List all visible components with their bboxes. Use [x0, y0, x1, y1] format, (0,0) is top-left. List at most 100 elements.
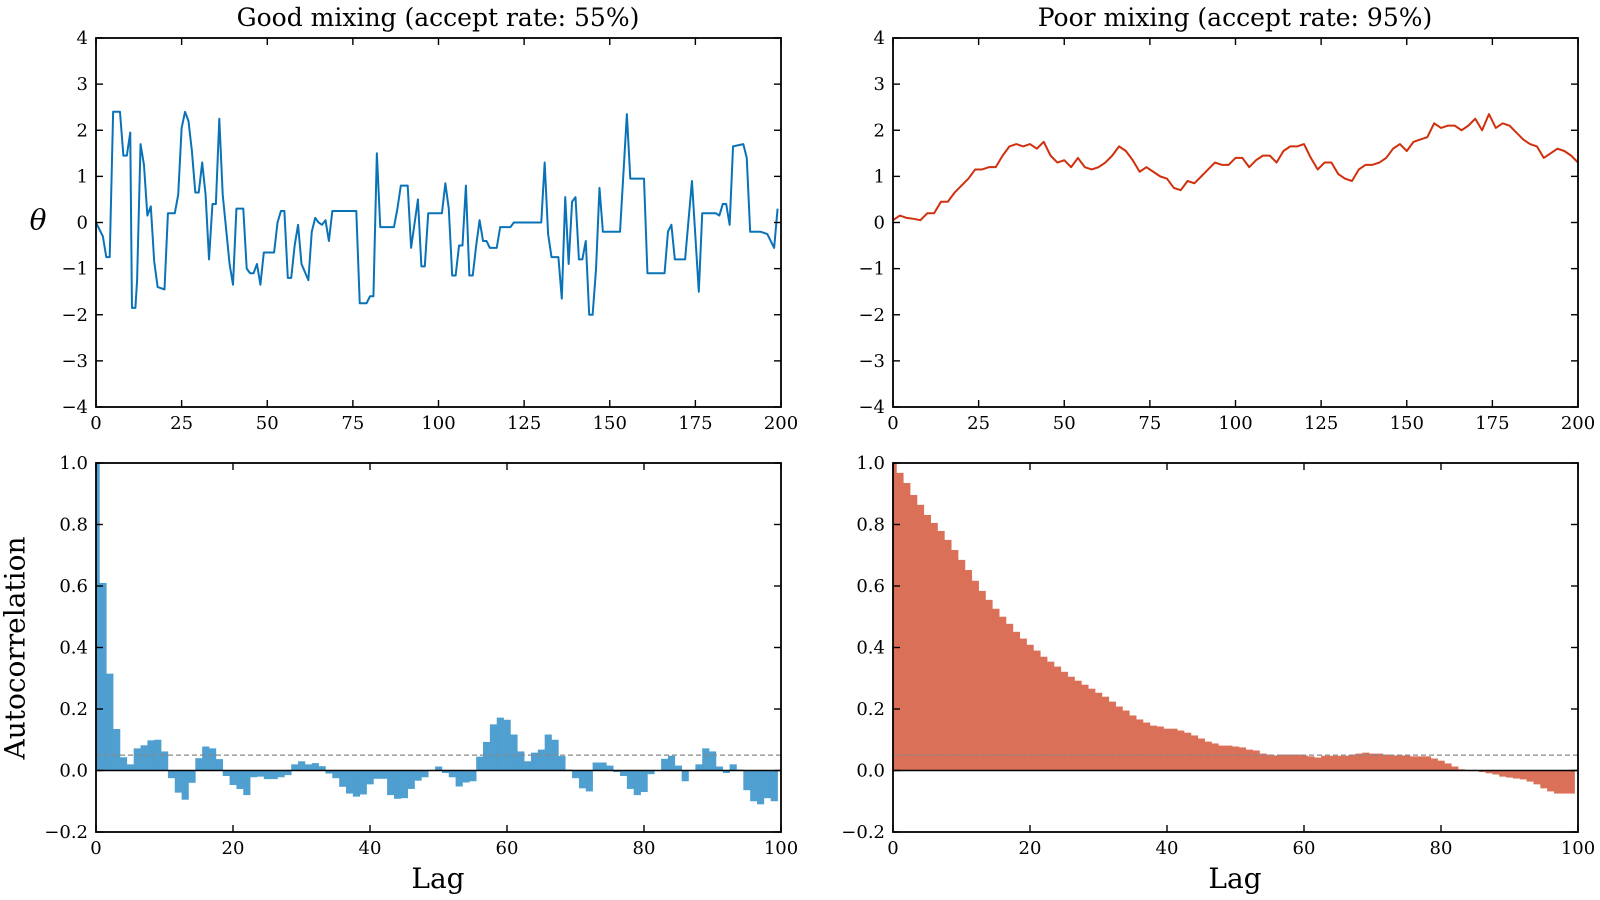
y-tick-label: 3 — [874, 74, 885, 95]
acf-bar-lag-13 — [181, 770, 189, 800]
acf-bar-lag-13 — [978, 590, 986, 771]
acf-bar-lag-70 — [1369, 753, 1377, 771]
y-tick-label: 3 — [77, 74, 88, 95]
acf-bar-lag-43 — [387, 770, 395, 796]
acf-bar-lag-8 — [944, 539, 952, 771]
acf-bar-lag-50 — [435, 766, 443, 771]
acf-bar-lag-25 — [1060, 671, 1068, 771]
acf-bar-lag-89 — [702, 748, 710, 771]
acf-bar-lag-5 — [126, 764, 134, 771]
acf-bar-lag-86 — [681, 770, 689, 782]
acf-bar-lag-24 — [1053, 666, 1062, 771]
acf-bar-lag-61 — [1307, 756, 1315, 771]
x-tick-label: 20 — [1019, 838, 1042, 859]
acf-bar-lag-8 — [147, 740, 155, 771]
acf-bar-lag-21 — [1033, 650, 1041, 771]
acf-bar-lag-76 — [1410, 756, 1418, 771]
axes-frame — [95, 37, 782, 408]
acf-bar-lag-95 — [743, 770, 751, 791]
acf-bar-lag-7 — [140, 745, 148, 771]
acf-bar-lag-6 — [133, 748, 141, 771]
y-tick-label: −4 — [61, 397, 88, 418]
acf-bar-lag-40 — [1163, 728, 1171, 771]
acf-bar-lag-51 — [441, 770, 450, 773]
x-tick-label: 0 — [90, 413, 101, 434]
acf-bar-lag-92 — [1519, 770, 1527, 780]
acf-bar-lag-47 — [1211, 743, 1219, 771]
y-tick-label: 0.6 — [856, 576, 885, 597]
acf-bar-lag-92 — [722, 770, 730, 773]
acf-bar-lag-60 — [1300, 755, 1308, 771]
acf-bar-lag-46 — [1204, 741, 1212, 771]
axes-frame — [892, 37, 1579, 408]
acf-bar-lag-64 — [530, 752, 539, 771]
x-tick-label: 175 — [678, 413, 712, 434]
acf-bar-lag-65 — [1334, 755, 1342, 771]
y-tick-label: 0.8 — [59, 515, 88, 536]
acf-bar-lag-48 — [421, 770, 429, 778]
acf-bar-lag-75 — [1403, 755, 1411, 771]
y-tick-label: 0.8 — [856, 515, 885, 536]
x-tick-label: 60 — [496, 838, 519, 859]
y-tick-label: 4 — [874, 28, 885, 49]
acf-bar-lag-40 — [366, 770, 374, 785]
acf-bar-lag-3 — [113, 728, 121, 771]
acf-bar-lag-6 — [930, 522, 938, 771]
acf-bar-lag-11 — [167, 770, 176, 779]
acf-bar-lag-2 — [903, 482, 911, 771]
acf-bar-lag-32 — [311, 763, 319, 771]
y-tick-label: −0.2 — [44, 822, 88, 843]
x-tick-label: 100 — [1561, 838, 1595, 859]
acf-bar-lag-33 — [318, 766, 326, 771]
acf-bar-lag-74 — [1396, 755, 1404, 771]
acf-bar-lag-31 — [1101, 696, 1110, 771]
y-tick-label: 2 — [77, 120, 88, 141]
acf-bar-lag-16 — [999, 616, 1007, 771]
acf-bar-lag-54 — [462, 770, 470, 783]
y-tick-label: 0.4 — [856, 638, 885, 659]
acf-bar-lag-90 — [709, 751, 717, 771]
acf-bar-lag-21 — [236, 770, 244, 789]
acf-bar-lag-62 — [517, 751, 525, 771]
acf-bar-lag-31 — [304, 764, 313, 771]
acf-bar-lag-90 — [1506, 770, 1514, 778]
x-tick-label: 0 — [887, 413, 898, 434]
acf-bar-lag-97 — [757, 770, 765, 805]
y-tick-label: 0.2 — [59, 699, 88, 720]
acf-bar-lag-38 — [1149, 725, 1158, 771]
acf-bar-lag-70 — [572, 770, 580, 779]
x-tick-label: 75 — [1138, 413, 1161, 434]
acf-bar-lag-32 — [1108, 701, 1116, 771]
acf-bar-lag-55 — [1266, 754, 1274, 771]
acf-bar-lag-41 — [373, 770, 381, 779]
acf-bar-lag-95 — [1540, 770, 1548, 789]
acf-bar-lag-75 — [606, 765, 614, 771]
acf-bar-lag-56 — [1273, 755, 1281, 771]
acf-bar-lag-91 — [715, 766, 724, 771]
acf-bar-lag-0 — [96, 463, 100, 771]
y-tick-label: 4 — [77, 28, 88, 49]
x-tick-label: 100 — [1218, 413, 1252, 434]
acf-bar-lag-5 — [923, 514, 931, 771]
x-tick-label: 175 — [1475, 413, 1509, 434]
acf-bar-lag-12 — [971, 580, 979, 771]
acf-bar-lag-15 — [195, 758, 203, 771]
x-tick-label: 20 — [222, 838, 245, 859]
acf-bar-lag-10 — [958, 559, 966, 771]
x-tick-label: 75 — [341, 413, 364, 434]
axes-frame — [95, 462, 782, 833]
acf-bar-lag-30 — [1095, 692, 1103, 771]
x-tick-label: 40 — [1156, 838, 1179, 859]
acf-bar-lag-47 — [414, 770, 422, 781]
acf-bar-lag-99 — [1567, 770, 1575, 794]
acf-bar-lag-4 — [119, 757, 128, 771]
title-good-mixing: Good mixing (accept rate: 55%) — [237, 3, 640, 32]
acf-bar-lag-19 — [222, 770, 230, 777]
y-tick-label: 0.6 — [59, 576, 88, 597]
acf-bar-lag-88 — [695, 764, 703, 771]
good-trace-marks — [96, 110, 779, 316]
y-tick-label: 0.2 — [856, 699, 885, 720]
acf-bar-lag-73 — [592, 762, 600, 771]
acf-bar-lag-77 — [620, 770, 628, 777]
acf-bar-lag-29 — [1088, 688, 1096, 771]
